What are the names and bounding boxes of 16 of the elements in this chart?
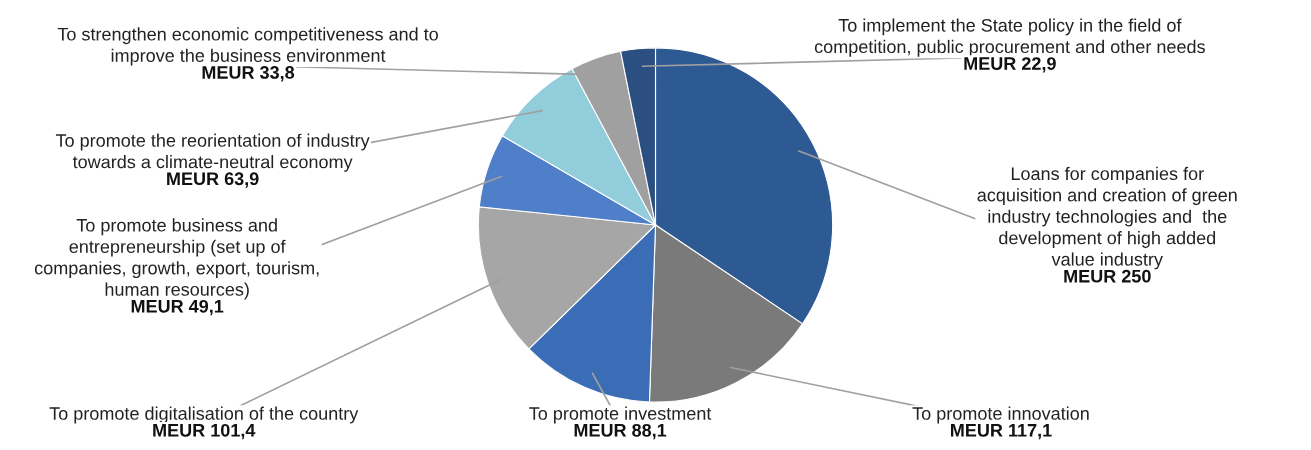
slice-label: To strengthen economic competitiveness and to improve the business environment — [57, 27, 438, 66]
slice-label: To promote innovation — [912, 406, 1089, 424]
slice-label: To promote investment — [529, 406, 712, 424]
data-label: MEUR 33,8 — [202, 66, 295, 82]
data-label: MEUR 117,1 — [951, 424, 1052, 440]
data-label: MEUR 250 — [1064, 269, 1151, 283]
slice-label: Loans for companies for acquisition and creation of green industry technologies and the development of high added value industry — [977, 166, 1237, 270]
data-label: MEUR 22,9 — [964, 57, 1056, 73]
data-label: MEUR 88,1 — [574, 423, 667, 440]
slice-label: To promote digitalisation of the country — [49, 406, 359, 424]
data-label: MEUR 63,9 — [167, 172, 259, 188]
data-label: MEUR 101,4 — [153, 423, 256, 440]
data-label: MEUR 49,1 — [131, 299, 224, 316]
slice-label: To implement the State policy in the field of competition, public procurement and other needs — [814, 18, 1205, 57]
slice-label: To promote business and entrepreneurship (set up of companies, growth, export, tourism, human resources) — [34, 218, 319, 300]
slice-label: To promote the reorientation of industry towards a climate-neutral economy — [55, 133, 370, 172]
